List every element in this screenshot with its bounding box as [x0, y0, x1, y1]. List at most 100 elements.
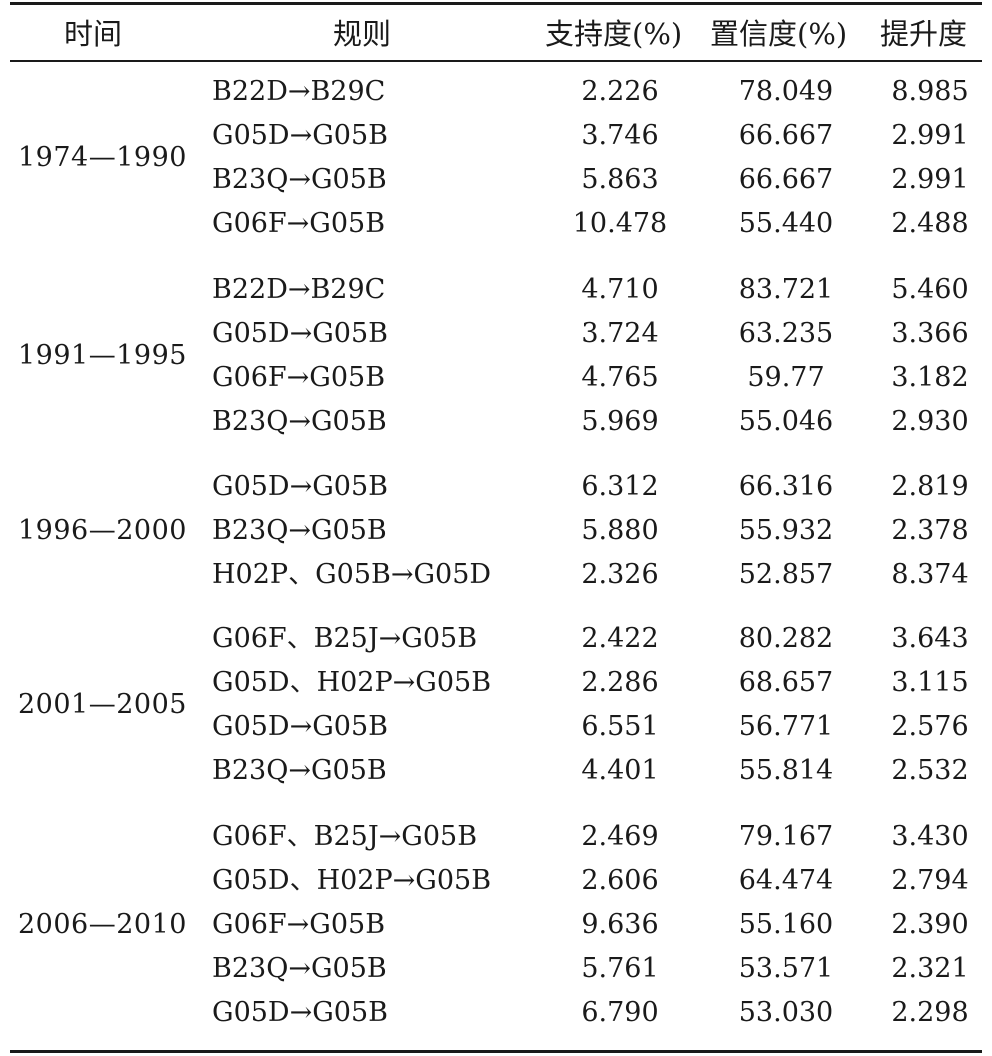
confidence-cell: 56.771	[738, 711, 834, 742]
table-row: B22D→B29C 4.710 83.721 5.460	[0, 268, 992, 312]
lift-cell: 2.930	[891, 406, 969, 437]
table-row: B22D→B29C 2.226 78.049 8.985	[0, 70, 992, 114]
support-cell: 3.724	[581, 318, 659, 349]
table-row: G05D→G05B 6.312 66.316 2.819	[0, 465, 992, 509]
lift-cell: 2.794	[891, 865, 969, 896]
table-row: G06F、B25J→G05B 2.469 79.167 3.430	[0, 815, 992, 859]
support-cell: 4.401	[581, 755, 659, 786]
header-support: 支持度(%)	[545, 17, 683, 51]
confidence-cell: 59.77	[747, 362, 825, 393]
rule-cell: B23Q→G05B	[212, 164, 387, 195]
support-cell: 6.312	[581, 471, 659, 502]
rule-cell: G06F→G05B	[212, 208, 386, 239]
lift-cell: 2.532	[891, 755, 969, 786]
support-cell: 6.790	[581, 997, 659, 1028]
support-cell: 4.710	[581, 274, 659, 305]
table-row: G05D→G05B 6.790 53.030 2.298	[0, 991, 992, 1035]
table-row: B23Q→G05B 5.863 66.667 2.991	[0, 158, 992, 202]
confidence-cell: 80.282	[738, 623, 834, 654]
lift-cell: 2.576	[891, 711, 969, 742]
support-cell: 9.636	[581, 909, 659, 940]
support-cell: 6.551	[581, 711, 659, 742]
rule-cell: G05D→G05B	[212, 471, 388, 502]
rule-cell: G05D→G05B	[212, 711, 388, 742]
rule-cell: G06F→G05B	[212, 362, 386, 393]
support-cell: 3.746	[581, 120, 659, 151]
top-rule-line	[10, 2, 982, 5]
support-cell: 2.469	[581, 821, 659, 852]
lift-cell: 2.488	[891, 208, 969, 239]
confidence-cell: 53.571	[738, 953, 834, 984]
table-row: G06F→G05B 10.478 55.440 2.488	[0, 202, 992, 246]
rule-cell: B22D→B29C	[212, 76, 386, 107]
table-row: G05D→G05B 6.551 56.771 2.576	[0, 705, 992, 749]
confidence-cell: 63.235	[738, 318, 834, 349]
support-cell: 5.969	[581, 406, 659, 437]
confidence-cell: 55.160	[738, 909, 834, 940]
header-time: 时间	[64, 17, 123, 51]
support-cell: 2.606	[581, 865, 659, 896]
confidence-cell: 55.440	[738, 208, 834, 239]
lift-cell: 3.643	[891, 623, 969, 654]
table-row: G05D→G05B 3.724 63.235 3.366	[0, 312, 992, 356]
period-label: 2006—2010	[18, 909, 187, 940]
lift-cell: 3.182	[891, 362, 969, 393]
lift-cell: 2.378	[891, 515, 969, 546]
lift-cell: 3.430	[891, 821, 969, 852]
header-confidence: 置信度(%)	[710, 17, 848, 51]
confidence-cell: 53.030	[738, 997, 834, 1028]
support-cell: 2.226	[581, 76, 659, 107]
table-row: B23Q→G05B 5.969 55.046 2.930	[0, 400, 992, 444]
table-row: B23Q→G05B 5.761 53.571 2.321	[0, 947, 992, 991]
table-row: G05D→G05B 3.746 66.667 2.991	[0, 114, 992, 158]
table-row: G05D、H02P→G05B 2.286 68.657 3.115	[0, 661, 992, 705]
support-cell: 4.765	[581, 362, 659, 393]
rule-cell: B23Q→G05B	[212, 515, 387, 546]
lift-cell: 3.115	[891, 667, 969, 698]
confidence-cell: 52.857	[738, 559, 834, 590]
header-rule: 规则	[333, 17, 392, 51]
rule-cell: G05D→G05B	[212, 120, 388, 151]
header-lift: 提升度	[880, 17, 968, 51]
table-row: B23Q→G05B 5.880 55.932 2.378	[0, 509, 992, 553]
rule-cell: G05D→G05B	[212, 318, 388, 349]
support-cell: 10.478	[572, 208, 668, 239]
confidence-cell: 55.046	[738, 406, 834, 437]
rule-cell: G06F→G05B	[212, 909, 386, 940]
confidence-cell: 66.667	[738, 120, 834, 151]
confidence-cell: 55.932	[738, 515, 834, 546]
confidence-cell: 79.167	[738, 821, 834, 852]
support-cell: 2.422	[581, 623, 659, 654]
table-row: G06F→G05B 9.636 55.160 2.390	[0, 903, 992, 947]
table-row: H02P、G05B→G05D 2.326 52.857 8.374	[0, 553, 992, 597]
support-cell: 5.880	[581, 515, 659, 546]
rule-cell: B22D→B29C	[212, 274, 386, 305]
support-cell: 5.863	[581, 164, 659, 195]
table-row: B23Q→G05B 4.401 55.814 2.532	[0, 749, 992, 793]
support-cell: 2.286	[581, 667, 659, 698]
period-label: 2001—2005	[18, 689, 187, 720]
confidence-cell: 64.474	[738, 865, 834, 896]
rule-cell: G05D、H02P→G05B	[212, 667, 492, 698]
confidence-cell: 66.667	[738, 164, 834, 195]
confidence-cell: 78.049	[738, 76, 834, 107]
rule-cell: G05D→G05B	[212, 997, 388, 1028]
rule-cell: B23Q→G05B	[212, 406, 387, 437]
support-cell: 5.761	[581, 953, 659, 984]
lift-cell: 2.991	[891, 164, 969, 195]
lift-cell: 2.298	[891, 997, 969, 1028]
rule-cell: G06F、B25J→G05B	[212, 623, 478, 654]
table-row: G05D、H02P→G05B 2.606 64.474 2.794	[0, 859, 992, 903]
header-rule-line	[10, 60, 982, 62]
confidence-cell: 55.814	[738, 755, 834, 786]
rule-cell: G05D、H02P→G05B	[212, 865, 492, 896]
lift-cell: 2.321	[891, 953, 969, 984]
period-label: 1974—1990	[18, 142, 187, 173]
table-row: G06F→G05B 4.765 59.77 3.182	[0, 356, 992, 400]
lift-cell: 5.460	[891, 274, 969, 305]
lift-cell: 2.390	[891, 909, 969, 940]
lift-cell: 3.366	[891, 318, 969, 349]
table-row: G06F、B25J→G05B 2.422 80.282 3.643	[0, 617, 992, 661]
lift-cell: 2.819	[891, 471, 969, 502]
period-label: 1991—1995	[18, 340, 187, 371]
